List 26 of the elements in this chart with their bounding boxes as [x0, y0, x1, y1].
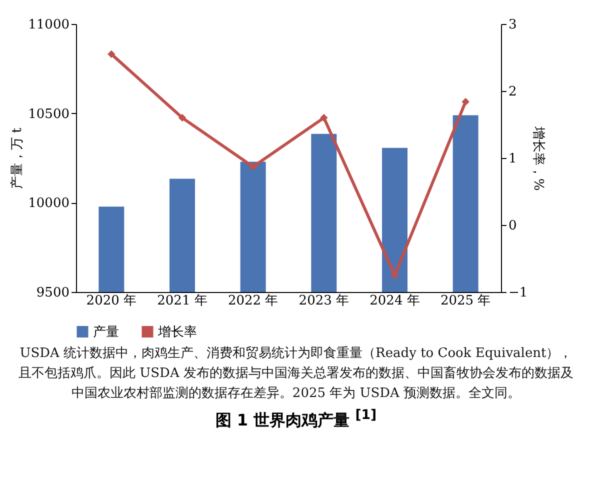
y2-tick-label: 3: [508, 18, 517, 32]
x-tick-label: 2023 年: [298, 294, 350, 308]
x-tick-label: 2022 年: [228, 294, 278, 308]
point: [178, 114, 186, 122]
y2-tick-label: 2: [508, 84, 517, 100]
x-tick-label: 2025 年: [440, 294, 491, 308]
y-tick-label: 11000: [28, 18, 70, 32]
y2-tick-label: 1: [508, 152, 517, 166]
x-tick-label: 2021 年: [157, 294, 208, 308]
x-tick-label: 2020 年: [86, 294, 137, 308]
y2-tick-label: −1: [508, 286, 528, 300]
point: [108, 50, 116, 58]
text: USDA 统计数据中，肉鸡生产、消费和贸易统计为即食重量（Ready to Cook Equivalent），且不包括鸡爪。因此 USDA 发布的数据与中国海关总署发布的数据、中国畜牧协会发布的数据及中国农业农村部监测的数据存在差异。2025 年为 USDA 预测数据。全文同。: [18, 345, 574, 403]
y-axis-title: 产量，万 t: [10, 127, 26, 190]
point: [462, 98, 470, 106]
legend-label: 产量: [93, 324, 119, 340]
y2-axis-title: 增长率，%: [530, 125, 547, 191]
legend-label: 增长率: [157, 324, 197, 340]
y-tick-label: 10500: [28, 106, 70, 122]
y-tick-label: 9500: [36, 286, 70, 300]
text: 图 1 世界肉鸡产量 $^{[1]}$: [214, 408, 378, 432]
y2-tick-label: 0: [508, 218, 517, 234]
point: [249, 162, 257, 171]
y-tick-label: 10000: [28, 196, 70, 212]
x-tick-label: 2024 年: [370, 294, 420, 308]
point: [320, 114, 328, 122]
